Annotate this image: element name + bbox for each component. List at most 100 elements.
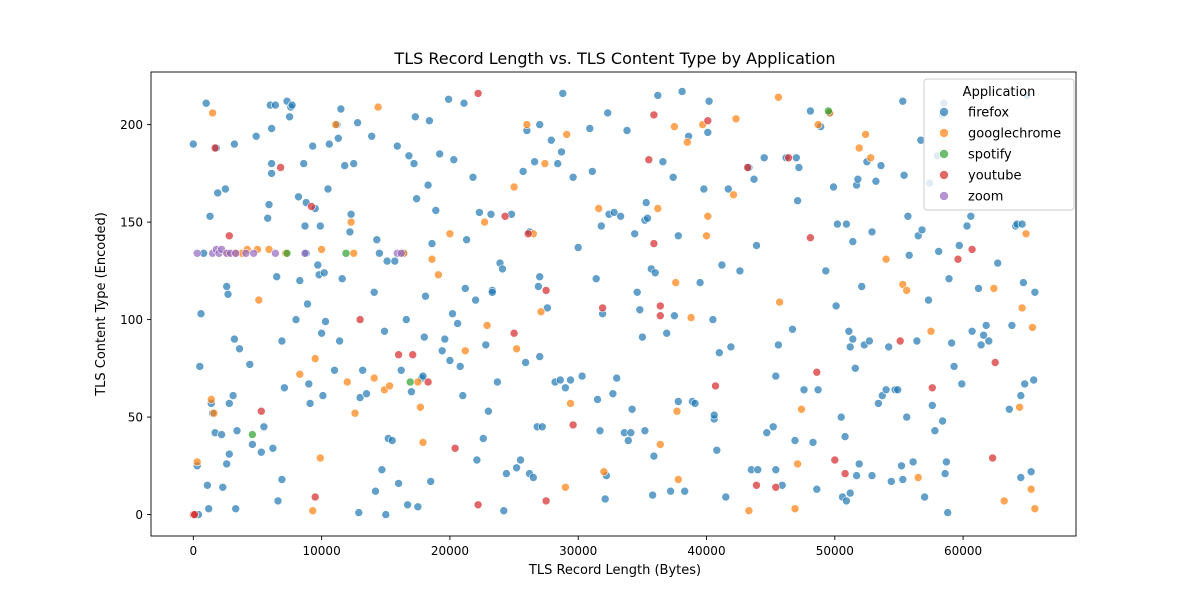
point-firefox-341: [1020, 379, 1029, 389]
point-firefox-26: [231, 504, 240, 514]
x-tick-label: 20000: [431, 544, 469, 558]
point-youtube-11: [423, 377, 433, 387]
point-firefox-116: [425, 116, 434, 125]
point-firefox-283: [867, 227, 877, 237]
point-firefox-19: [222, 282, 231, 291]
point-googlechrome-17: [331, 120, 341, 129]
point-youtube-42: [990, 358, 1000, 367]
point-firefox-256: [812, 484, 822, 494]
point-firefox-290: [884, 342, 894, 352]
point-firefox-242: [768, 422, 778, 432]
y-axis-label: TLS Content Type (Encoded): [94, 212, 109, 397]
x-axis: 0 10000 20000 30000 40000 50000 60000: [190, 536, 982, 558]
point-firefox-257: [813, 385, 823, 395]
legend-label-zoom: zoom: [968, 190, 1003, 205]
point-firefox-84: [355, 393, 365, 402]
point-firefox-192: [622, 126, 632, 135]
point-firefox-212: [668, 173, 678, 182]
point-firefox-255: [808, 438, 818, 447]
point-firefox-175: [577, 371, 587, 381]
point-firefox-179: [593, 395, 602, 404]
point-firefox-110: [413, 502, 423, 512]
point-firefox-250: [791, 153, 801, 163]
point-firefox-173: [568, 173, 578, 182]
point-firefox-24: [230, 334, 239, 344]
point-firefox-58: [303, 299, 312, 309]
point-firefox-324: [962, 221, 972, 231]
y-tick-label: 200: [120, 118, 143, 132]
point-zoom-13: [396, 249, 406, 258]
point-firefox-113: [419, 332, 429, 342]
point-firefox-123: [444, 95, 453, 104]
point-googlechrome-58: [729, 190, 738, 200]
point-firefox-262: [831, 301, 841, 311]
point-firefox-278: [854, 459, 864, 469]
point-firefox-253: [799, 385, 809, 395]
point-firefox-112: [418, 371, 428, 381]
point-firefox-7: [203, 480, 212, 490]
point-googlechrome-21: [350, 408, 360, 418]
point-firefox-146: [499, 506, 509, 516]
point-youtube-12: [450, 443, 460, 453]
point-firefox-63: [313, 260, 323, 270]
point-firefox-267: [842, 219, 851, 229]
point-firefox-259: [821, 266, 831, 276]
points-layer: [189, 87, 1040, 519]
point-firefox-59: [304, 379, 314, 389]
point-firefox-74: [333, 134, 343, 143]
point-youtube-32: [784, 153, 793, 163]
point-firefox-263: [833, 219, 842, 229]
point-firefox-254: [806, 106, 815, 116]
point-firefox-147: [502, 469, 511, 478]
point-youtube-3: [225, 231, 234, 241]
point-firefox-268: [842, 496, 851, 506]
point-firefox-103: [401, 315, 411, 324]
point-youtube-24: [649, 110, 659, 120]
point-firefox-106: [407, 387, 416, 397]
point-firefox-271: [845, 342, 855, 352]
point-youtube-39: [953, 254, 963, 264]
point-firefox-227: [709, 410, 719, 420]
point-youtube-21: [598, 303, 607, 313]
point-googlechrome-38: [522, 120, 532, 129]
point-firefox-217: [680, 486, 690, 496]
point-firefox-240: [759, 153, 769, 163]
point-firefox-205: [649, 451, 659, 461]
point-firefox-187: [608, 389, 618, 399]
point-firefox-22: [225, 449, 234, 459]
point-firefox-124: [445, 356, 455, 365]
point-youtube-36: [840, 469, 850, 478]
point-firefox-133: [468, 173, 478, 182]
point-firefox-140: [486, 210, 496, 219]
point-youtube-33: [806, 233, 815, 242]
point-firefox-79: [345, 227, 355, 237]
point-googlechrome-65: [797, 404, 806, 414]
point-firefox-20: [223, 289, 233, 299]
point-firefox-164: [543, 303, 552, 313]
point-firefox-108: [410, 112, 420, 122]
point-googlechrome-61: [774, 93, 783, 102]
point-firefox-80: [346, 210, 356, 219]
point-googlechrome-12: [295, 369, 305, 379]
point-firefox-339: [1017, 219, 1027, 229]
point-googlechrome-10: [264, 245, 274, 254]
point-firefox-171: [561, 383, 570, 393]
point-firefox-189: [612, 373, 622, 383]
point-firefox-225: [708, 315, 718, 324]
point-googlechrome-32: [445, 229, 455, 239]
point-googlechrome-29: [418, 438, 428, 447]
point-firefox-6: [201, 98, 211, 108]
point-firefox-51: [291, 315, 301, 324]
legend-marker-firefox: [939, 107, 949, 117]
point-firefox-333: [1004, 404, 1014, 414]
point-firefox-100: [394, 479, 403, 488]
point-firefox-139: [484, 406, 493, 416]
point-googlechrome-45: [594, 204, 604, 213]
point-firefox-17: [221, 184, 230, 194]
chart-title: TLS Record Length vs. TLS Content Type b…: [393, 49, 835, 68]
point-firefox-340: [1019, 278, 1028, 287]
point-firefox-198: [635, 305, 645, 315]
point-zoom-11: [300, 249, 310, 258]
point-firefox-136: [475, 208, 484, 217]
point-firefox-31: [251, 132, 261, 141]
